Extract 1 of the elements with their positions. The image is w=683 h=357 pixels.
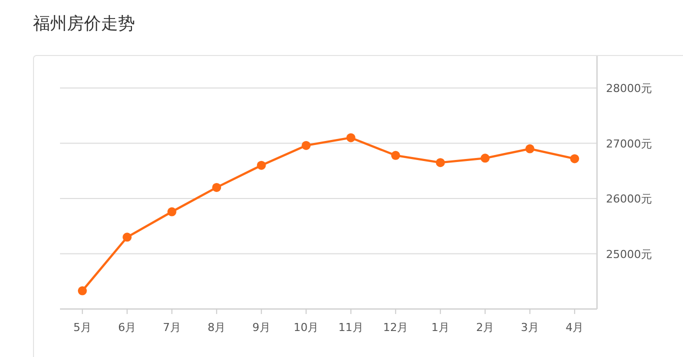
title: 福州房价走势 xyxy=(33,14,135,34)
